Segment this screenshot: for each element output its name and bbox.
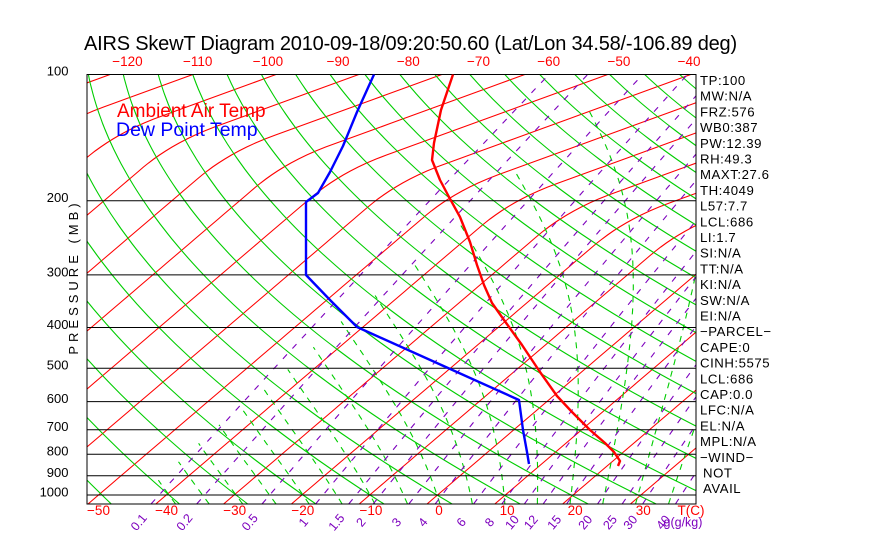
svg-text:T(C): T(C) xyxy=(678,503,705,518)
svg-text:200: 200 xyxy=(47,190,69,205)
svg-text:TP:100: TP:100 xyxy=(700,73,746,88)
svg-text:−120: −120 xyxy=(112,54,142,69)
svg-text:12: 12 xyxy=(521,513,541,533)
svg-text:−40: −40 xyxy=(678,54,701,69)
svg-text:FRZ:576: FRZ:576 xyxy=(700,104,755,119)
svg-text:300: 300 xyxy=(47,264,69,279)
svg-text:20: 20 xyxy=(568,503,583,518)
svg-text:400: 400 xyxy=(47,317,69,332)
svg-text:EI:N/A: EI:N/A xyxy=(700,309,741,324)
svg-text:−PARCEL−: −PARCEL− xyxy=(700,324,772,339)
svg-text:LCL:686: LCL:686 xyxy=(700,214,754,229)
svg-text:LI:1.7: LI:1.7 xyxy=(700,230,736,245)
svg-text:CAPE:0: CAPE:0 xyxy=(700,340,750,355)
svg-text:MPL:N/A: MPL:N/A xyxy=(700,434,757,449)
svg-text:500: 500 xyxy=(47,358,69,373)
svg-text:SW:N/A: SW:N/A xyxy=(700,293,750,308)
svg-text:−WIND−: −WIND− xyxy=(700,450,754,465)
svg-text:SI:N/A: SI:N/A xyxy=(700,246,741,261)
svg-text:40: 40 xyxy=(654,513,674,533)
svg-text:10: 10 xyxy=(500,503,515,518)
svg-text:RH:49.3: RH:49.3 xyxy=(700,152,752,167)
svg-text:800: 800 xyxy=(47,444,69,459)
svg-text:AIRS SkewT Diagram 2010-09-18/: AIRS SkewT Diagram 2010-09-18/09:20:50.6… xyxy=(84,33,737,55)
svg-text:900: 900 xyxy=(47,465,69,480)
svg-text:−100: −100 xyxy=(253,54,283,69)
svg-text:−70: −70 xyxy=(467,54,490,69)
svg-text:AVAIL: AVAIL xyxy=(703,481,741,496)
svg-text:MW:N/A: MW:N/A xyxy=(700,89,752,104)
svg-text:MAXT:27.6: MAXT:27.6 xyxy=(700,167,769,182)
svg-text:KI:N/A: KI:N/A xyxy=(700,277,741,292)
svg-text:10: 10 xyxy=(502,513,522,533)
svg-text:−50: −50 xyxy=(87,503,110,518)
svg-text:−80: −80 xyxy=(397,54,420,69)
svg-text:CINH:5575: CINH:5575 xyxy=(700,356,770,371)
svg-text:100: 100 xyxy=(47,63,69,78)
svg-text:TH:4049: TH:4049 xyxy=(700,183,754,198)
svg-text:NOT: NOT xyxy=(703,466,733,481)
svg-text:600: 600 xyxy=(47,391,69,406)
svg-text:−110: −110 xyxy=(183,54,212,69)
svg-text:0: 0 xyxy=(435,503,443,518)
svg-text:Dew Point Temp: Dew Point Temp xyxy=(116,119,258,141)
svg-text:PRESSURE (MB): PRESSURE (MB) xyxy=(66,199,81,354)
svg-text:30: 30 xyxy=(636,503,651,518)
svg-text:Ambient Air Temp: Ambient Air Temp xyxy=(117,101,266,122)
svg-text:L57:7.7: L57:7.7 xyxy=(700,199,748,214)
svg-text:CAP:0.0: CAP:0.0 xyxy=(700,387,753,402)
svg-text:1000: 1000 xyxy=(40,484,69,499)
svg-text:−90: −90 xyxy=(327,54,350,69)
svg-text:−30: −30 xyxy=(223,503,246,518)
svg-text:g(g/kg): g(g/kg) xyxy=(664,516,703,530)
svg-text:LFC:N/A: LFC:N/A xyxy=(700,403,754,418)
svg-text:−60: −60 xyxy=(537,54,560,69)
svg-text:EL:N/A: EL:N/A xyxy=(700,418,745,433)
svg-text:30: 30 xyxy=(621,513,641,533)
svg-text:−10: −10 xyxy=(359,503,382,518)
svg-text:TT:N/A: TT:N/A xyxy=(700,261,744,276)
svg-text:−20: −20 xyxy=(291,503,314,518)
svg-text:−40: −40 xyxy=(155,503,178,518)
svg-text:700: 700 xyxy=(47,419,69,434)
svg-text:−50: −50 xyxy=(607,54,630,69)
svg-text:LCL:686: LCL:686 xyxy=(700,371,754,386)
svg-text:WB0:387: WB0:387 xyxy=(700,120,758,135)
svg-text:PW:12.39: PW:12.39 xyxy=(700,136,762,151)
